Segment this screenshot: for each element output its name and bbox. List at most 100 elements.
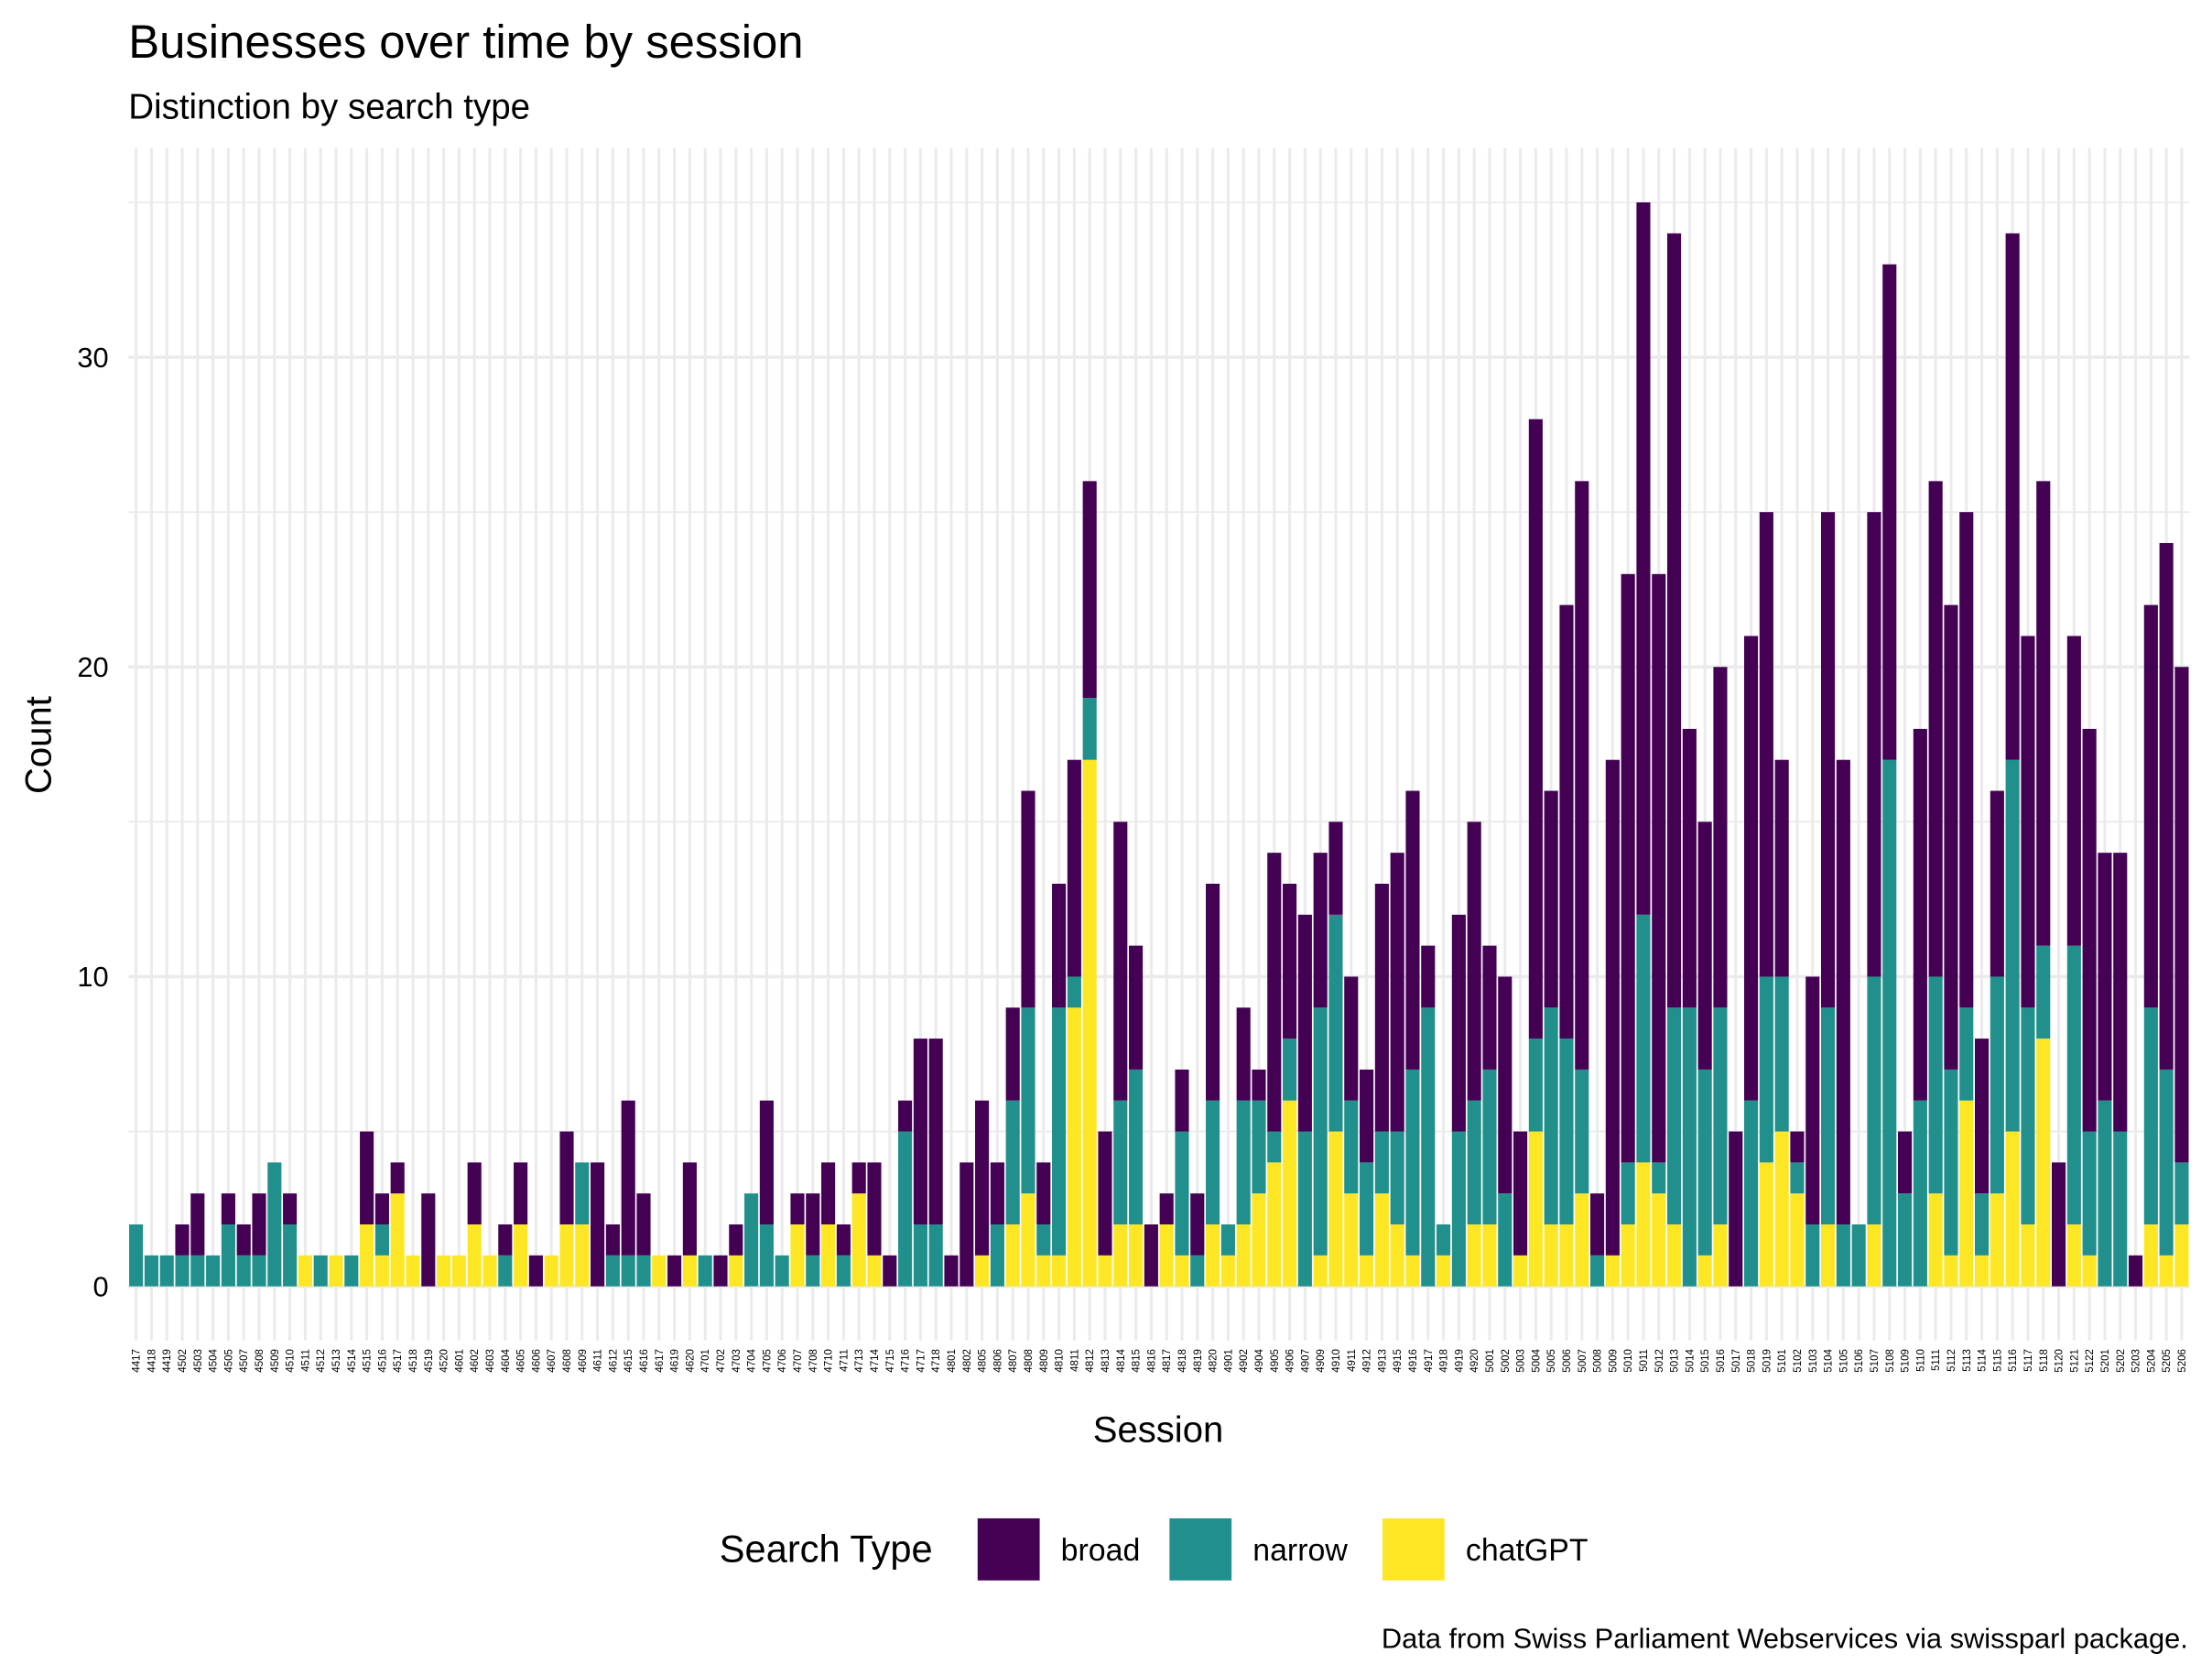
x-tick-label: 4702 [716, 1349, 727, 1373]
x-tick-label: 4620 [685, 1349, 696, 1373]
bar-segment [1667, 1007, 1682, 1224]
bar-segment [2113, 1131, 2128, 1287]
bar-segment [2159, 542, 2174, 1070]
bar-segment [1252, 1193, 1266, 1287]
bar-segment [1082, 481, 1097, 699]
bar-segment [1513, 1255, 1528, 1287]
x-tick-label: 4811 [1069, 1349, 1080, 1372]
bar-segment [913, 1039, 927, 1224]
x-tick-label: 4711 [839, 1349, 850, 1372]
bar-segment [2005, 233, 2020, 760]
bar-segment [1021, 790, 1036, 1008]
bar-segment [1774, 976, 1789, 1132]
x-tick-label: 4806 [992, 1349, 1003, 1373]
bar-segment [1175, 1131, 1189, 1256]
bar-segment [1421, 1007, 1436, 1287]
bar-segment [1467, 1224, 1481, 1287]
bar-segment [451, 1255, 466, 1287]
bar-segment [1836, 759, 1850, 1224]
bar-segment [1682, 1007, 1697, 1287]
bar-segment [1867, 512, 1881, 977]
x-tick-label: 4815 [1132, 1349, 1143, 1373]
x-tick-label: 4515 [363, 1349, 374, 1373]
bar-segment [1297, 914, 1312, 1132]
bar-segment [344, 1255, 359, 1287]
bar-segment [1374, 1193, 1389, 1287]
bar-segment [1897, 1193, 1913, 1287]
x-tick-label: 4510 [286, 1349, 297, 1373]
legend-key [977, 1517, 1040, 1581]
x-tick-label: 4905 [1270, 1349, 1281, 1373]
bar-segment [1652, 1193, 1666, 1287]
bar-segment [1636, 1162, 1651, 1287]
bar-segment [713, 1255, 728, 1287]
x-tick-label: 4818 [1177, 1349, 1188, 1373]
x-tick-label: 4916 [1408, 1349, 1419, 1373]
x-tick-label: 4607 [547, 1349, 558, 1373]
bar-segment [1882, 264, 1897, 760]
x-tick-label: 5013 [1670, 1349, 1681, 1373]
bar-segment [1805, 976, 1820, 1224]
bar-segment [759, 1100, 774, 1224]
chart-subtitle: Distinction by search type [128, 87, 530, 126]
x-tick-label: 5118 [2039, 1349, 2050, 1372]
bar-segment [1283, 1039, 1297, 1101]
bar-segment [437, 1255, 451, 1287]
bar-segment [1559, 1039, 1574, 1224]
x-tick-label: 4904 [1254, 1348, 1265, 1372]
bar-segment [1267, 853, 1282, 1132]
x-tick-label: 4602 [470, 1349, 481, 1373]
x-tick-label: 4906 [1285, 1349, 1296, 1373]
bar-segment [1928, 976, 1943, 1194]
x-tick-label: 4513 [331, 1349, 342, 1373]
bar-segment [1021, 1007, 1036, 1194]
bar-segment [575, 1224, 590, 1287]
x-tick-label: 4706 [777, 1349, 788, 1373]
bar-segment [159, 1255, 174, 1287]
bar-segment [1405, 790, 1420, 1070]
bar-segment [514, 1162, 528, 1224]
x-tick-label: 4808 [1024, 1349, 1035, 1373]
bar-segment [1882, 759, 1897, 1287]
x-tick-label: 4912 [1362, 1349, 1373, 1373]
x-tick-label: 4919 [1454, 1349, 1465, 1373]
x-tick-label: 4820 [1209, 1349, 1220, 1373]
bar-segment [944, 1255, 959, 1287]
bar-segment [1405, 1255, 1420, 1287]
bar-segment [621, 1100, 635, 1256]
bar-segment [851, 1162, 866, 1194]
bar-segment [591, 1162, 605, 1287]
x-tick-label: 5206 [2177, 1349, 2188, 1373]
x-tick-label: 4604 [501, 1348, 512, 1372]
bar-segment [1482, 1069, 1497, 1224]
x-tick-label: 4518 [408, 1349, 419, 1373]
x-tick-label: 4704 [747, 1348, 758, 1372]
bar-segment [2113, 853, 2128, 1132]
bar-segment [1036, 1255, 1051, 1287]
bar-segment [2066, 945, 2081, 1224]
legend: Search Type broad narrow chatGPT [720, 1517, 1589, 1581]
bar-segment [1713, 667, 1728, 1008]
bar-segment [682, 1162, 697, 1256]
bar-segment [1360, 1069, 1374, 1163]
bar-segment [1697, 1069, 1712, 1256]
x-tick-label: 4519 [424, 1349, 435, 1373]
bar-segment [883, 1255, 897, 1287]
bar-segment [1575, 1193, 1589, 1287]
x-tick-label: 5003 [1516, 1349, 1527, 1373]
bar-segment [329, 1255, 343, 1287]
x-tick-label: 4918 [1439, 1349, 1450, 1373]
bar-segment [575, 1162, 590, 1224]
bar-segment [1682, 728, 1697, 1008]
bar-segment [1759, 1162, 1773, 1287]
bar-segment [667, 1255, 682, 1287]
x-tick-label: 5113 [1962, 1349, 1973, 1372]
bar-segment [1344, 1100, 1359, 1194]
x-tick-label: 4516 [377, 1349, 388, 1373]
bar-segment [1467, 1100, 1481, 1224]
x-tick-label: 4701 [700, 1349, 711, 1373]
bar-segment [1206, 1100, 1220, 1224]
bar-segment [898, 1100, 913, 1132]
bar-segment [1897, 1131, 1913, 1194]
x-tick-label: 5006 [1562, 1349, 1573, 1373]
